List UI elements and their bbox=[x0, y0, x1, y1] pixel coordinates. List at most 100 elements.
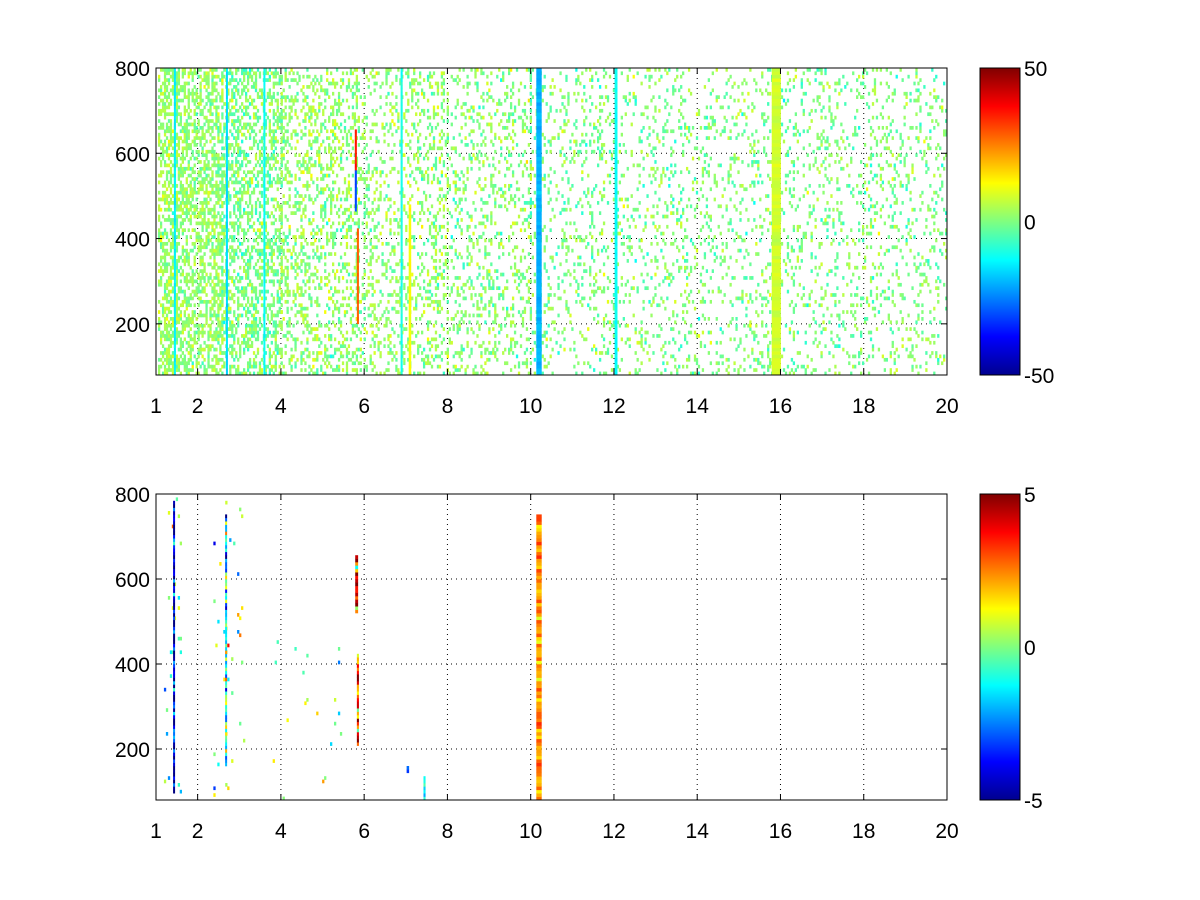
heatmap-cell bbox=[413, 71, 416, 76]
heatmap-cell bbox=[193, 122, 196, 127]
heatmap-cell bbox=[286, 265, 289, 270]
heatmap-cell bbox=[161, 146, 165, 151]
heatmap-cell bbox=[264, 296, 268, 301]
heatmap-cell bbox=[201, 323, 204, 328]
heatmap-cell bbox=[221, 255, 224, 260]
heatmap-cell bbox=[312, 201, 315, 205]
heatmap-cell bbox=[337, 108, 341, 113]
heatmap-cell bbox=[278, 119, 281, 123]
heatmap-cell bbox=[258, 272, 262, 277]
heatmap-cell bbox=[385, 241, 388, 246]
heatmap-cell bbox=[191, 269, 194, 273]
heatmap-cell bbox=[165, 306, 169, 311]
heatmap-cell bbox=[243, 259, 246, 263]
heatmap-cell bbox=[460, 125, 463, 130]
heatmap-cell bbox=[330, 163, 333, 168]
heatmap-cell bbox=[268, 129, 271, 134]
heatmap-cell bbox=[175, 272, 179, 277]
heatmap-cell bbox=[428, 361, 432, 366]
heatmap-cell bbox=[179, 115, 183, 120]
heatmap-cell bbox=[430, 299, 434, 304]
heatmap-cell bbox=[237, 245, 240, 250]
heatmap-cell bbox=[215, 248, 218, 253]
heatmap-cell bbox=[223, 156, 226, 161]
heatmap-cell bbox=[391, 132, 394, 137]
heatmap-cell bbox=[424, 252, 428, 256]
heatmap-cell bbox=[209, 177, 212, 181]
heatmap-cell bbox=[270, 238, 273, 243]
heatmap-cell bbox=[343, 344, 347, 349]
heatmap-cell bbox=[239, 265, 242, 270]
heatmap-cell bbox=[260, 282, 264, 287]
heatmap-cell bbox=[203, 265, 206, 270]
heatmap-cell bbox=[326, 221, 329, 226]
heatmap-cell bbox=[383, 139, 386, 144]
heatmap-cell bbox=[294, 95, 297, 99]
heatmap-cell bbox=[191, 187, 194, 192]
heatmap-cell bbox=[375, 245, 378, 250]
heatmap-cell bbox=[448, 183, 451, 188]
heatmap-cell bbox=[359, 299, 362, 304]
heatmap-cell bbox=[341, 166, 345, 171]
heatmap-cell bbox=[189, 337, 192, 342]
heatmap-cell bbox=[246, 228, 250, 233]
heatmap-cell bbox=[377, 197, 380, 202]
heatmap-cell bbox=[417, 293, 420, 297]
heatmap-cell bbox=[403, 153, 406, 157]
heatmap-cell bbox=[181, 320, 184, 325]
heatmap-cell bbox=[434, 241, 438, 246]
heatmap-cell bbox=[413, 282, 416, 287]
heatmap-cell bbox=[347, 129, 351, 134]
heatmap-cell bbox=[367, 85, 370, 89]
heatmap-cell bbox=[280, 276, 283, 280]
heatmap-cell bbox=[217, 241, 220, 246]
heatmap-cell bbox=[207, 194, 210, 198]
heatmap-cell bbox=[221, 364, 224, 369]
heatmap-cell bbox=[211, 190, 214, 195]
heatmap-cell bbox=[187, 98, 190, 103]
heatmap-cell bbox=[244, 269, 248, 273]
heatmap-cell bbox=[375, 235, 378, 239]
heatmap-cell bbox=[436, 177, 440, 181]
heatmap-cell bbox=[290, 78, 293, 82]
heatmap-cell bbox=[333, 337, 337, 342]
heatmap-cell bbox=[282, 201, 285, 205]
heatmap-cell bbox=[367, 231, 370, 236]
heatmap-cell bbox=[175, 207, 179, 212]
heatmap-cell bbox=[157, 231, 161, 236]
heatmap-cell bbox=[195, 330, 198, 335]
heatmap-cell bbox=[288, 194, 291, 198]
heatmap-cell bbox=[229, 252, 232, 256]
heatmap-cell bbox=[161, 306, 165, 311]
heatmap-cell bbox=[169, 265, 173, 270]
heatmap-cell bbox=[231, 166, 234, 171]
heatmap-cell bbox=[179, 344, 183, 349]
heatmap-cell bbox=[415, 303, 418, 308]
heatmap-cell bbox=[306, 95, 309, 99]
heatmap-cell bbox=[419, 317, 422, 321]
heatmap-cell bbox=[442, 78, 446, 82]
heatmap-cell bbox=[183, 88, 186, 93]
heatmap-cell bbox=[213, 85, 216, 89]
heatmap-cell bbox=[258, 221, 262, 226]
heatmap-cell bbox=[258, 361, 262, 366]
heatmap-cell bbox=[260, 95, 264, 99]
heatmap-cell bbox=[330, 71, 333, 76]
heatmap-cell bbox=[304, 313, 307, 318]
heatmap-cell bbox=[432, 71, 436, 76]
heatmap-cell bbox=[462, 265, 465, 270]
heatmap-cell bbox=[304, 119, 307, 123]
heatmap-cell bbox=[264, 163, 268, 168]
heatmap-cell bbox=[159, 235, 163, 239]
heatmap-cell bbox=[167, 337, 171, 342]
heatmap-cell bbox=[462, 187, 465, 192]
heatmap-cell bbox=[270, 197, 273, 202]
heatmap-cell bbox=[207, 276, 210, 280]
heatmap-cell bbox=[274, 238, 277, 243]
heatmap-cell bbox=[306, 112, 309, 117]
heatmap-cell bbox=[258, 252, 262, 256]
heatmap-cell bbox=[157, 228, 161, 233]
heatmap-cell bbox=[363, 327, 366, 331]
heatmap-cell bbox=[387, 207, 390, 212]
heatmap-cell bbox=[193, 241, 196, 246]
